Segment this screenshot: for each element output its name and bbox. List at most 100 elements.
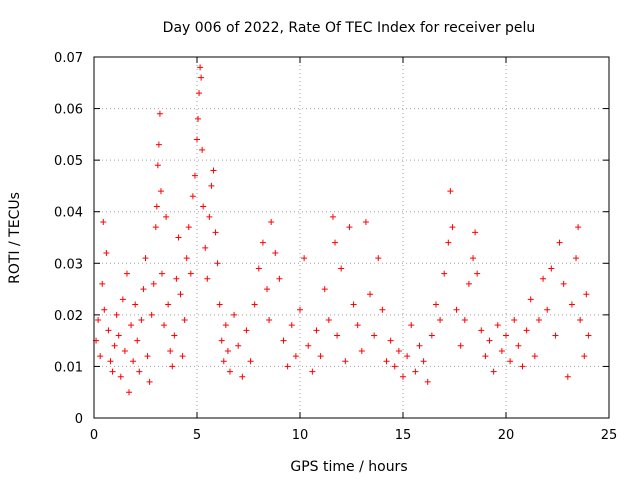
data-point: [264, 286, 271, 293]
data-point: [416, 342, 423, 349]
data-point: [420, 358, 427, 365]
data-point: [130, 358, 137, 365]
data-point: [142, 255, 149, 262]
data-point: [309, 368, 316, 375]
data-point: [126, 389, 133, 396]
data-point: [97, 353, 104, 360]
data-point: [196, 90, 203, 97]
data-point: [568, 301, 575, 308]
data-point: [503, 332, 509, 339]
data-point: [148, 311, 155, 318]
data-point: [284, 363, 291, 370]
data-point: [183, 255, 190, 262]
grid-lines: [94, 57, 609, 418]
y-tick-label: 0.05: [54, 154, 83, 169]
data-point: [119, 296, 126, 303]
data-point: [101, 306, 108, 313]
data-point: [301, 255, 308, 262]
data-point: [449, 224, 456, 231]
data-point: [239, 373, 246, 380]
data-point: [199, 146, 206, 153]
data-point: [428, 332, 435, 339]
data-point: [432, 301, 439, 308]
data-point: [206, 213, 213, 220]
data-point: [214, 260, 221, 267]
data-point: [117, 373, 124, 380]
data-point: [519, 363, 526, 370]
data-point: [255, 265, 262, 272]
data-point: [123, 270, 130, 277]
data-point: [412, 368, 419, 375]
data-point: [222, 322, 229, 329]
x-tick-label: 15: [395, 428, 412, 443]
data-point: [202, 244, 209, 251]
data-point: [498, 347, 505, 354]
data-point: [158, 270, 165, 277]
data-point: [564, 373, 571, 380]
data-point: [173, 275, 180, 282]
data-point: [175, 234, 182, 241]
y-axis-label: ROTI / TECUs: [7, 192, 23, 284]
data-point: [152, 224, 159, 231]
data-point: [581, 353, 588, 360]
data-point: [387, 337, 394, 344]
data-point: [453, 306, 460, 313]
data-point: [441, 270, 448, 277]
data-point: [362, 219, 369, 226]
data-point: [204, 275, 211, 282]
plot-frame: [93, 56, 610, 419]
y-tick-label: 0: [75, 412, 83, 427]
data-point: [138, 317, 145, 324]
y-tick-label: 0.03: [54, 257, 83, 272]
x-tick-label: 10: [292, 428, 309, 443]
data-point: [560, 280, 567, 287]
data-point: [163, 213, 170, 220]
data-point: [99, 280, 106, 287]
data-point: [280, 337, 287, 344]
data-point: [169, 363, 176, 370]
data-point: [358, 347, 365, 354]
x-axis-label: GPS time / hours: [290, 459, 407, 475]
data-point: [231, 311, 238, 318]
data-point: [103, 249, 110, 256]
data-point: [288, 322, 295, 329]
data-point: [317, 353, 324, 360]
data-point: [350, 301, 357, 308]
data-point: [212, 229, 219, 236]
data-point: [185, 224, 192, 231]
data-point: [128, 322, 135, 329]
data-point: [165, 301, 172, 308]
data-point: [445, 239, 452, 246]
data-point: [540, 275, 547, 282]
data-point: [573, 255, 580, 262]
data-point: [224, 347, 231, 354]
data-point: [107, 358, 114, 365]
data-point: [109, 368, 116, 375]
data-point: [198, 74, 205, 81]
data-point: [354, 322, 361, 329]
y-tick-label: 0.04: [54, 206, 83, 221]
data-point: [243, 327, 250, 334]
y-tick-label: 0.02: [54, 309, 83, 324]
data-point: [134, 337, 141, 344]
data-point: [371, 332, 378, 339]
data-point: [461, 317, 468, 324]
data-point: [155, 141, 162, 148]
data-point: [478, 327, 485, 334]
data-point: [329, 213, 336, 220]
data-point: [383, 358, 390, 365]
chart-title: Day 006 of 2022, Rate Of TEC Index for r…: [163, 20, 536, 36]
data-point: [585, 332, 592, 339]
data-point: [292, 353, 299, 360]
data-point: [144, 353, 151, 360]
data-point: [276, 275, 283, 282]
data-point: [400, 373, 406, 380]
data-point: [556, 239, 563, 246]
data-point: [346, 224, 353, 231]
data-point: [325, 317, 332, 324]
data-point: [150, 280, 157, 287]
data-point: [535, 317, 542, 324]
data-point: [334, 332, 341, 339]
data-point: [548, 265, 555, 272]
